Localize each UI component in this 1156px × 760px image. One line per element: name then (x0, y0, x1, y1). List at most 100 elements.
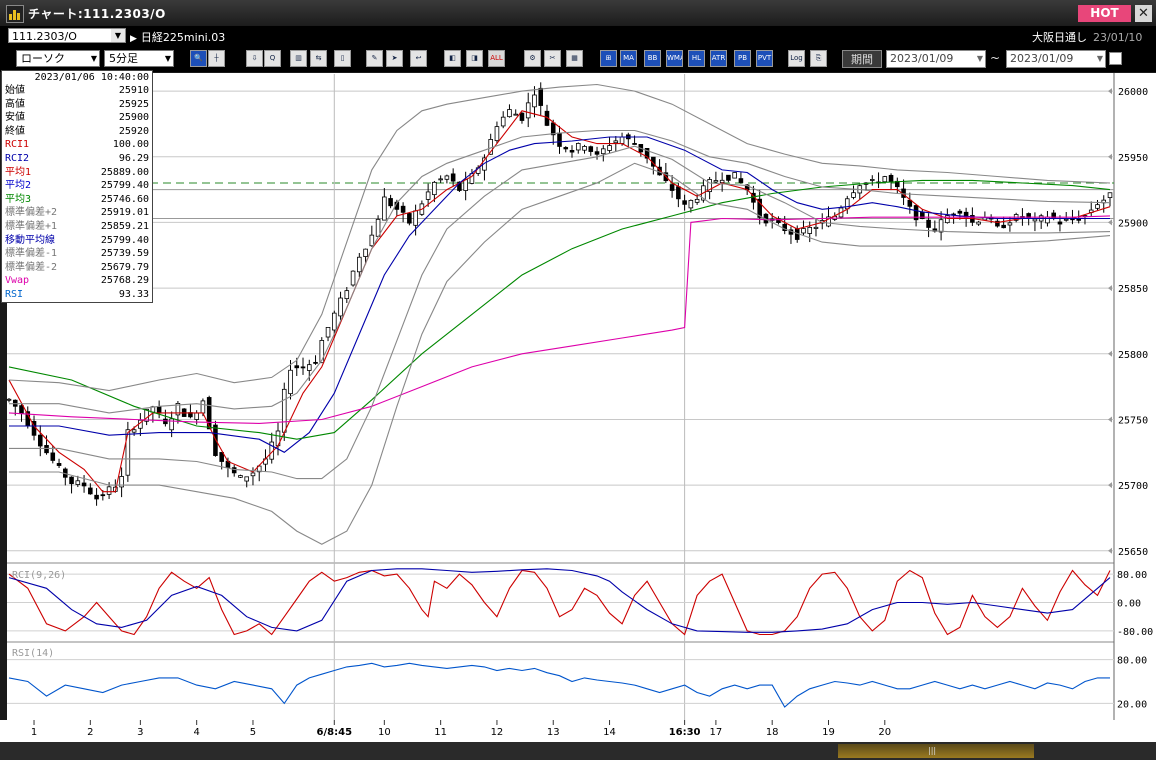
search-detail-button[interactable]: Q (264, 50, 281, 67)
chart-type-value: ローソク (21, 52, 65, 65)
calendar-dropdown-icon[interactable]: ▼ (976, 54, 983, 63)
range-checkbox[interactable] (1109, 52, 1122, 65)
pb-button[interactable]: PB (734, 50, 751, 67)
candle-body (1007, 222, 1013, 226)
candle-body (582, 146, 587, 151)
chart-type-select[interactable]: ローソク ▼ (16, 50, 100, 67)
calendar-dropdown-icon[interactable]: ▼ (1096, 54, 1103, 63)
candle-body (575, 143, 581, 151)
wrench-button[interactable]: ✂ (544, 50, 561, 67)
crosshair-button[interactable]: ┼ (208, 50, 225, 67)
time-tick-label: 13 (547, 727, 560, 738)
palette-button[interactable]: ▦ (566, 50, 583, 67)
pen-button[interactable]: ✎ (366, 50, 383, 67)
all-button[interactable]: ALL (488, 50, 505, 67)
series-line-Vwap (8, 215, 1111, 424)
time-scrollbar[interactable]: ||| (0, 742, 1156, 760)
data-panel-value: 100.00 (112, 139, 149, 151)
bar-button[interactable]: ▥ (290, 50, 307, 67)
candle-body (995, 220, 1000, 227)
tick-marker-icon (1108, 285, 1112, 292)
candle-body (81, 482, 87, 487)
candle-body (732, 172, 737, 179)
candle-body (69, 476, 74, 485)
export-button[interactable]: ⎘ (810, 50, 827, 67)
download-button[interactable]: ⇩ (246, 50, 263, 67)
data-panel-label: 終値 (5, 125, 25, 137)
candle-body (1051, 212, 1056, 219)
candle-left-button[interactable]: ◧ (444, 50, 461, 67)
data-panel-row: 標準偏差-1 25739.59 (2, 247, 152, 261)
candle-body (338, 297, 343, 317)
chevron-down-icon[interactable]: ▼ (111, 29, 125, 42)
price-tick-label: 25700 (1118, 481, 1148, 492)
data-panel-label: RCI2 (5, 152, 30, 164)
candle-right-button[interactable]: ◨ (466, 50, 483, 67)
candle-body (669, 184, 675, 191)
candle-body (682, 200, 687, 205)
wma-button[interactable]: WMA (666, 50, 683, 67)
candle-body (869, 179, 875, 181)
candle-body (457, 181, 462, 191)
candle-body (281, 388, 287, 433)
pointer-button[interactable]: ➤ (386, 50, 403, 67)
candle-body (757, 198, 762, 218)
tick-marker-icon (1108, 153, 1112, 160)
scrollbar-thumb[interactable] (838, 744, 1034, 758)
hl-button[interactable]: HL (688, 50, 705, 67)
interval-select[interactable]: 5分足 ▼ (104, 50, 174, 67)
candle-body (688, 199, 694, 209)
data-panel-value: 25739.59 (100, 248, 149, 260)
compare-button[interactable]: ⇆ (310, 50, 327, 67)
candle-body (1001, 224, 1006, 229)
time-tick-label: 3 (137, 727, 143, 738)
candle-body (306, 364, 312, 371)
bb-button[interactable]: BB (644, 50, 661, 67)
atr-button[interactable]: ATR (710, 50, 727, 67)
close-button[interactable]: ✕ (1135, 5, 1152, 22)
log-button[interactable]: Log (788, 50, 805, 67)
candle-body (200, 400, 206, 414)
disabled-button[interactable]: ▯ (334, 50, 351, 67)
hot-button[interactable]: HOT (1078, 5, 1131, 22)
session-date: 23/01/10 (1093, 31, 1143, 44)
candle-body (525, 102, 531, 119)
data-panel-row: RCI1 100.00 (2, 138, 152, 152)
rsi-line-RSI (8, 662, 1110, 708)
candle-body (444, 175, 450, 180)
data-panel-label: 移動平均線 (5, 234, 55, 246)
data-panel-label: 安値 (5, 112, 25, 124)
window-title: チャート:111.2303/O (28, 7, 166, 21)
price-tick-label: 25900 (1118, 218, 1148, 229)
candle-body (676, 186, 681, 200)
data-panel-row: RSI 93.33 (2, 288, 152, 302)
indicator-grid-button[interactable]: ⊞ (600, 50, 617, 67)
data-panel-value: 93.33 (118, 288, 149, 300)
data-panel-value: 25889.00 (100, 166, 149, 178)
data-panel-row: 平均1 25889.00 (2, 166, 152, 180)
date-to-input[interactable]: 2023/01/09 ▼ (1006, 50, 1106, 68)
ma-button[interactable]: MA (620, 50, 637, 67)
data-panel-label: 標準偏差+2 (5, 207, 58, 219)
candle-body (88, 487, 93, 495)
candle-body (288, 369, 293, 395)
date-from-input[interactable]: 2023/01/09 ▼ (886, 50, 986, 68)
tick-marker-icon (1108, 219, 1112, 226)
symbol-selector[interactable]: 111.2303/O ▼ (8, 28, 126, 43)
candle-body (163, 418, 168, 425)
data-panel-row: 高値 25925 (2, 98, 152, 112)
candle-body (519, 112, 525, 121)
candle-body (913, 205, 919, 221)
pvt-button[interactable]: PVT (756, 50, 773, 67)
candle-body (37, 434, 43, 447)
data-panel-row: 安値 25900 (2, 111, 152, 125)
candle-body (44, 445, 49, 454)
period-button[interactable]: 期間 (842, 50, 882, 68)
gear-button[interactable]: ⚙ (524, 50, 541, 67)
series-line-平均2 (9, 136, 1110, 453)
candle-body (482, 157, 487, 171)
zoom-button[interactable]: 🔍 (190, 50, 207, 67)
undo-button[interactable]: ↩ (410, 50, 427, 67)
tick-marker-icon (1108, 350, 1112, 357)
symbol-value: 111.2303/O (12, 30, 77, 43)
